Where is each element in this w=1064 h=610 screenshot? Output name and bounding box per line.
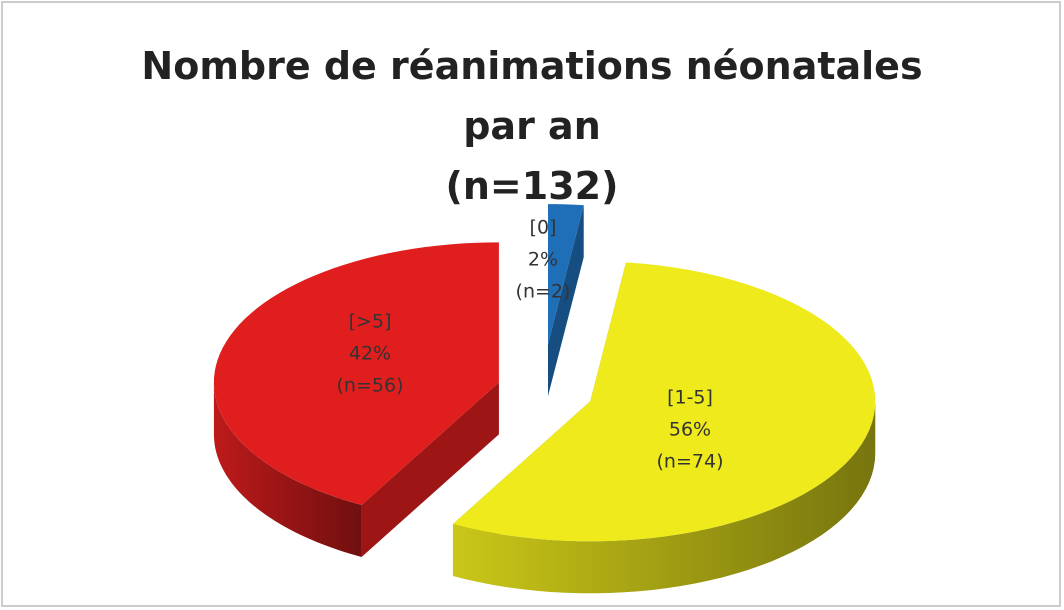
data-label-category: [>5]	[349, 311, 392, 333]
slice-wall	[452, 401, 876, 594]
slice	[547, 204, 584, 345]
data-labels: [0] 2% (n=2) [1-5] 56% (n=74) [>5] 42% (n=56)	[337, 217, 724, 473]
slice	[213, 242, 499, 505]
data-label-count: (n=2)	[516, 281, 571, 303]
slice-side	[547, 205, 584, 397]
data-label-value: 56%	[669, 419, 711, 441]
pie	[213, 204, 876, 594]
slice-wall	[213, 382, 362, 557]
data-label-count: (n=74)	[657, 451, 724, 473]
data-label-value: 42%	[349, 343, 391, 365]
data-label-category: [1-5]	[667, 387, 713, 409]
slice-side	[361, 382, 499, 557]
slice	[452, 262, 876, 542]
chart-subtitle: (n=132)	[445, 164, 619, 208]
data-label-value: 2%	[528, 249, 558, 271]
data-label-count: (n=56)	[337, 375, 404, 397]
data-label-category: [0]	[530, 217, 557, 239]
chart-title: Nombre de réanimations néonatales par an	[141, 44, 923, 148]
